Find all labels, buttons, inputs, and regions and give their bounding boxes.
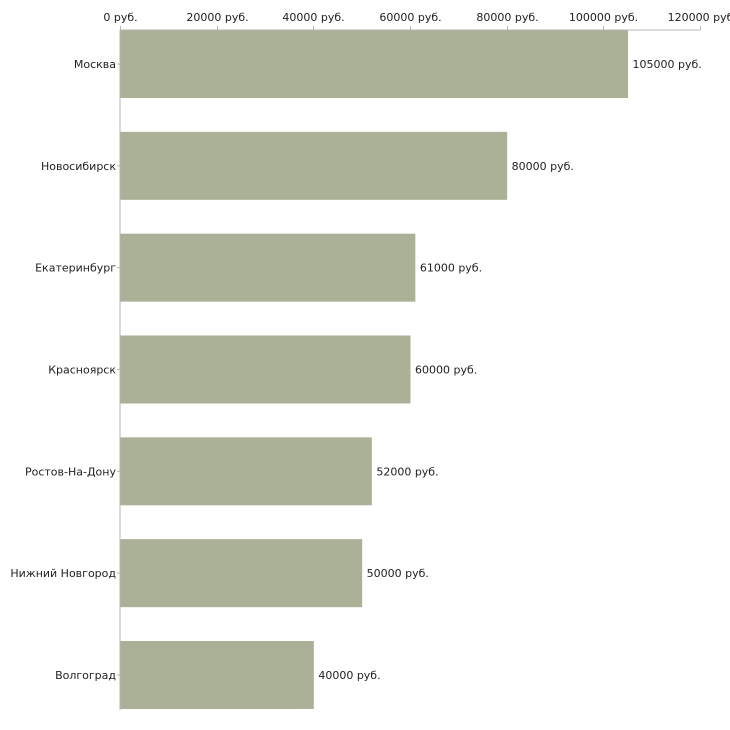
- x-tick-label: 100000 руб.: [569, 11, 638, 24]
- data-label: 60000 руб.: [415, 363, 477, 376]
- bar: [120, 539, 363, 608]
- bar: [120, 335, 411, 404]
- category-label: Красноярск: [48, 363, 116, 376]
- x-tick-label: 80000 руб.: [476, 11, 538, 24]
- category-label: Волгоград: [55, 669, 116, 682]
- category-label: Екатеринбург: [35, 262, 116, 275]
- bar: [120, 437, 372, 506]
- data-label: 52000 руб.: [376, 465, 438, 478]
- data-label: 105000 руб.: [633, 58, 702, 71]
- bar: [120, 131, 508, 200]
- data-label: 50000 руб.: [367, 567, 429, 580]
- category-label: Москва: [74, 58, 116, 71]
- data-label: 80000 руб.: [512, 160, 574, 173]
- category-labels: Москва Новосибирск Екатеринбург Красноярск Р…: [10, 58, 120, 682]
- x-tick-label: 40000 руб.: [282, 11, 344, 24]
- category-label: Новосибирск: [41, 160, 116, 173]
- data-label: 40000 руб.: [318, 669, 380, 682]
- category-label: Нижний Новгород: [10, 567, 116, 580]
- bar: [120, 233, 416, 302]
- bars: [120, 30, 628, 709]
- bar: [120, 640, 314, 709]
- value-labels: 105000 руб. 80000 руб. 61000 руб. 60000 руб…: [318, 58, 701, 682]
- x-axis-ticks: 0 руб. 20000 руб. 40000 руб. 60000 руб. 8000…: [103, 11, 730, 30]
- x-tick-label: 60000 руб.: [379, 11, 441, 24]
- x-tick-label: 20000 руб.: [186, 11, 248, 24]
- x-tick-label: 0 руб.: [103, 11, 137, 24]
- axes: [119, 29, 700, 710]
- data-label: 61000 руб.: [420, 262, 482, 275]
- bar: [120, 30, 628, 98]
- category-label: Ростов-На-Дону: [25, 465, 116, 478]
- x-tick-label: 120000 руб: [668, 11, 730, 24]
